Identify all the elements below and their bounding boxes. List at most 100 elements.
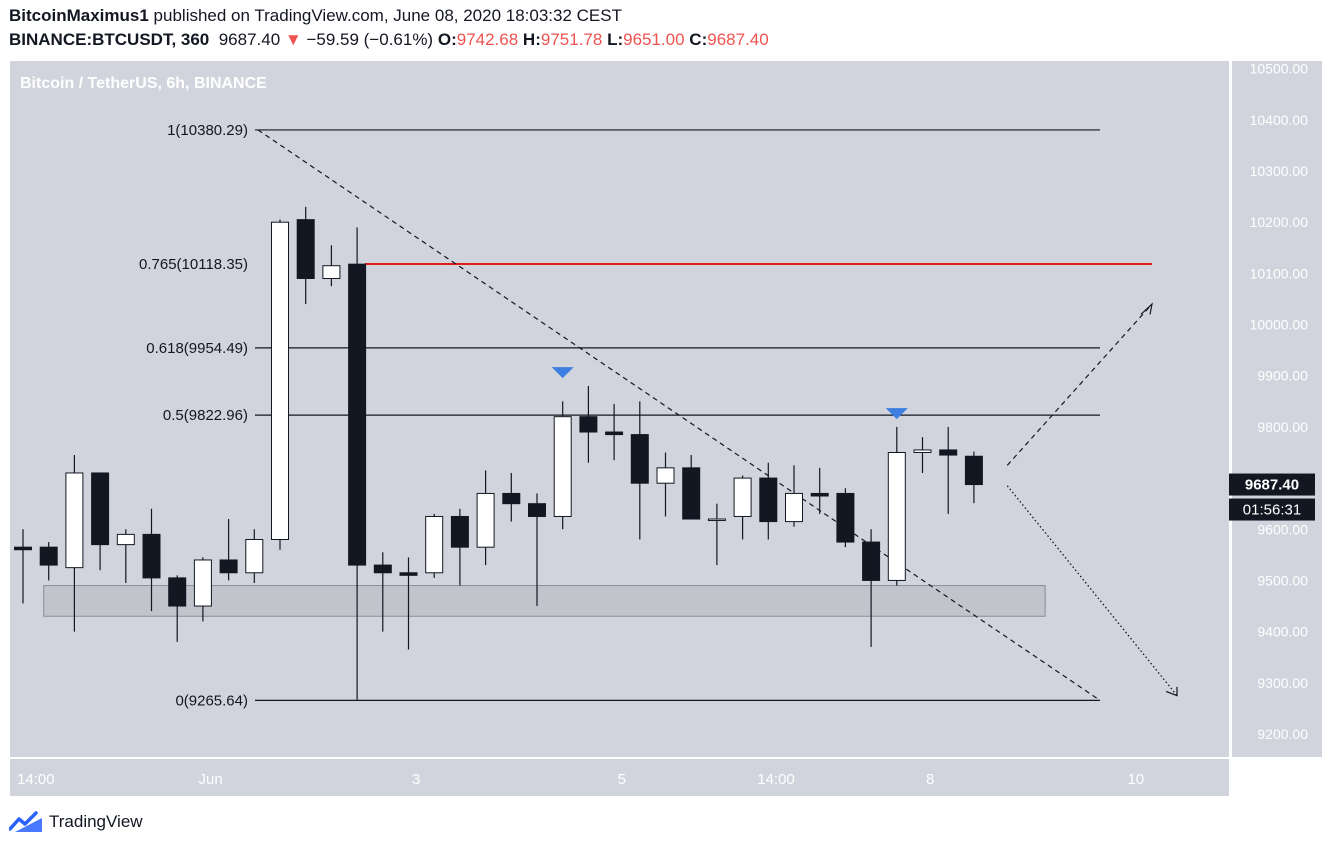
candle-body [759,477,778,523]
price-tick-label: 10000.00 [1250,317,1309,333]
time-axis[interactable] [10,759,1229,796]
candle-body [142,533,161,579]
candle-up[interactable] [707,503,726,566]
candle-down[interactable] [219,519,238,581]
time-tick-label: 8 [926,771,934,788]
plot-background [10,61,1229,757]
candle-up[interactable] [425,513,444,578]
header-line-1: BitcoinMaximus1 published on TradingView… [9,6,622,26]
candle-down[interactable] [91,472,110,571]
price-change: −59.59 (−0.61%) [306,30,434,49]
candle-body [450,515,469,548]
last-price-tag [1229,473,1315,496]
candle-down[interactable] [759,462,778,540]
bullish-projection-arrow [1006,303,1153,466]
candle-body [373,564,392,574]
candle-down[interactable] [836,488,855,548]
candle-up[interactable] [913,437,932,473]
candle-down[interactable] [39,542,58,581]
time-tick-label: 14:00 [757,771,795,788]
candle-down[interactable] [168,575,187,642]
price-tick-label: 9900.00 [1257,368,1308,384]
tradingview-logo[interactable]: TradingView [9,811,143,833]
low-value: 9651.00 [623,30,685,49]
candle-down[interactable] [348,227,367,701]
candle-down[interactable] [450,508,469,586]
symbol-label: BINANCE:BTCUSDT, 360 [9,30,210,49]
candle-body [116,533,135,546]
candle-body [528,503,546,517]
candle-up[interactable] [65,455,84,632]
tradingview-brand: TradingView [49,812,143,831]
arrow-head-down-icon [1165,686,1178,697]
time-tick-label: 3 [412,771,420,788]
candle-up[interactable] [733,475,752,540]
candle-body [913,449,932,453]
candle-down[interactable] [399,557,418,650]
candle-body [39,546,58,566]
candle-up[interactable] [887,426,906,586]
candle-body [682,467,701,520]
candle-down[interactable] [605,403,624,461]
price-tick-label: 9800.00 [1257,419,1308,435]
candle-body [14,546,32,551]
candle-down[interactable] [964,451,983,504]
candle-body [862,541,881,581]
candle-down[interactable] [810,467,829,514]
candle-body [399,572,418,576]
candle-down[interactable] [296,206,315,305]
candle-down[interactable] [682,455,701,520]
candle-body [91,472,110,546]
candle-down[interactable] [142,508,161,612]
candle-down[interactable] [502,472,521,522]
time-tick-label: 14:00 [17,771,55,788]
down-arrow-icon: ▼ [284,30,302,49]
author-name[interactable]: BitcoinMaximus1 [9,6,149,25]
candle-up[interactable] [116,529,135,583]
candle-up[interactable] [271,219,289,550]
candle-up[interactable] [656,452,675,517]
time-tick-label: Jun [199,771,223,788]
down-triangle-marker-icon [551,367,574,379]
candle-up[interactable] [322,245,341,287]
price-tick-label: 9200.00 [1257,726,1308,742]
price-tick-label: 10200.00 [1250,214,1309,230]
candle-body [245,539,264,574]
candle-body [836,492,855,543]
candle-down[interactable] [14,529,32,604]
candle-down[interactable] [630,401,649,540]
fib-level-label: 0.618(9954.49) [146,340,248,357]
candle-down[interactable] [373,552,392,632]
candle-up[interactable] [245,529,264,583]
price-tick-label: 10300.00 [1250,163,1309,179]
fib-level-label: 1(10380.29) [167,122,248,139]
candle-body [605,431,624,436]
candle-up[interactable] [193,557,212,622]
last-price-tag-label: 9687.40 [1245,477,1299,494]
candle-body [219,559,238,574]
time-tick-label: 5 [618,771,626,788]
price-axis[interactable] [1232,61,1322,757]
high-value: 9751.78 [540,30,603,49]
candle-body [425,515,444,574]
candle-up[interactable] [553,401,572,530]
price-tick-label: 10100.00 [1250,265,1309,281]
chart-title: Bitcoin / TetherUS, 6h, BINANCE [20,75,267,92]
time-tick-label: 10 [1127,771,1144,788]
candle-down[interactable] [528,493,546,607]
candle-down[interactable] [579,385,598,463]
close-label: C: [689,30,708,49]
candle-body [964,455,983,486]
price-tick-label: 9600.00 [1257,521,1308,537]
candle-up[interactable] [785,465,803,527]
tradingview-logo-icon [9,811,42,832]
candle-down[interactable] [862,529,881,647]
candle-body [707,518,726,522]
bearish-projection-arrow [1006,485,1178,696]
candle-down[interactable] [939,426,958,514]
candle-body [630,434,649,484]
candle-up[interactable] [476,470,495,566]
price-tick-label: 9500.00 [1257,572,1308,588]
